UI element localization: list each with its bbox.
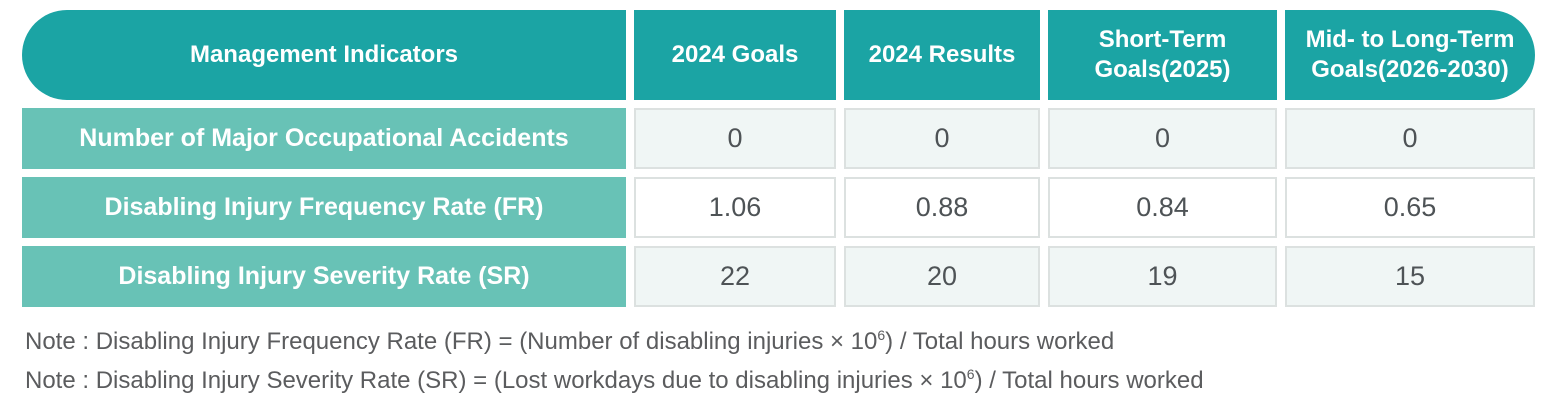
note-text: ) / Total hours worked (974, 367, 1204, 394)
note-text: Note : Disabling Injury Severity Rate (S… (25, 367, 967, 394)
header-cell-2024-results: 2024 Results (844, 10, 1040, 100)
value-cell: 0 (1048, 108, 1277, 169)
footnotes: Note : Disabling Injury Frequency Rate (… (22, 322, 1535, 400)
note-text: ) / Total hours worked (885, 328, 1115, 355)
note-superscript: 6 (877, 327, 886, 343)
value-cell: 20 (844, 246, 1040, 307)
value-cell: 0 (1285, 108, 1535, 169)
value-cell: 0.88 (844, 177, 1040, 238)
row-label-major-occupational-accidents: Number of Major Occupational Accidents (22, 108, 626, 169)
note-severity-rate: Note : Disabling Injury Severity Rate (S… (25, 361, 1535, 400)
header-label: 2024 Goals (671, 41, 799, 68)
row-label-text: Disabling Injury Frequency Rate (FR) (104, 193, 544, 221)
row-label-text: Number of Major Occupational Accidents (79, 124, 569, 152)
value-cell: 1.06 (634, 177, 836, 238)
value-cell: 0.84 (1048, 177, 1277, 238)
note-text: Note : Disabling Injury Frequency Rate (… (25, 328, 878, 355)
note-frequency-rate: Note : Disabling Injury Frequency Rate (… (25, 322, 1535, 361)
management-indicators-table-section: Management Indicators 2024 Goals 2024 Re… (22, 10, 1535, 400)
value-cell: 19 (1048, 246, 1277, 307)
header-label: Short-Term Goals(2025) (1094, 26, 1231, 83)
row-label-disabling-injury-frequency-rate: Disabling Injury Frequency Rate (FR) (22, 177, 626, 238)
value-cell: 0.65 (1285, 177, 1535, 238)
header-label: Management Indicators (189, 41, 459, 68)
row-label-disabling-injury-severity-rate: Disabling Injury Severity Rate (SR) (22, 246, 626, 307)
value-cell: 15 (1285, 246, 1535, 307)
note-superscript: 6 (966, 366, 975, 382)
row-label-text: Disabling Injury Severity Rate (SR) (118, 262, 530, 290)
header-cell-2024-goals: 2024 Goals (634, 10, 836, 100)
value-cell: 22 (634, 246, 836, 307)
header-cell-management-indicators: Management Indicators (22, 10, 626, 100)
header-cell-short-term-goals: Short-Term Goals(2025) (1048, 10, 1277, 100)
header-label: Mid- to Long-Term Goals(2026-2030) (1305, 26, 1515, 83)
header-label: 2024 Results (868, 41, 1016, 68)
management-indicators-table: Management Indicators 2024 Goals 2024 Re… (22, 10, 1535, 307)
value-cell: 0 (844, 108, 1040, 169)
value-cell: 0 (634, 108, 836, 169)
header-cell-mid-long-term-goals: Mid- to Long-Term Goals(2026-2030) (1285, 10, 1535, 100)
